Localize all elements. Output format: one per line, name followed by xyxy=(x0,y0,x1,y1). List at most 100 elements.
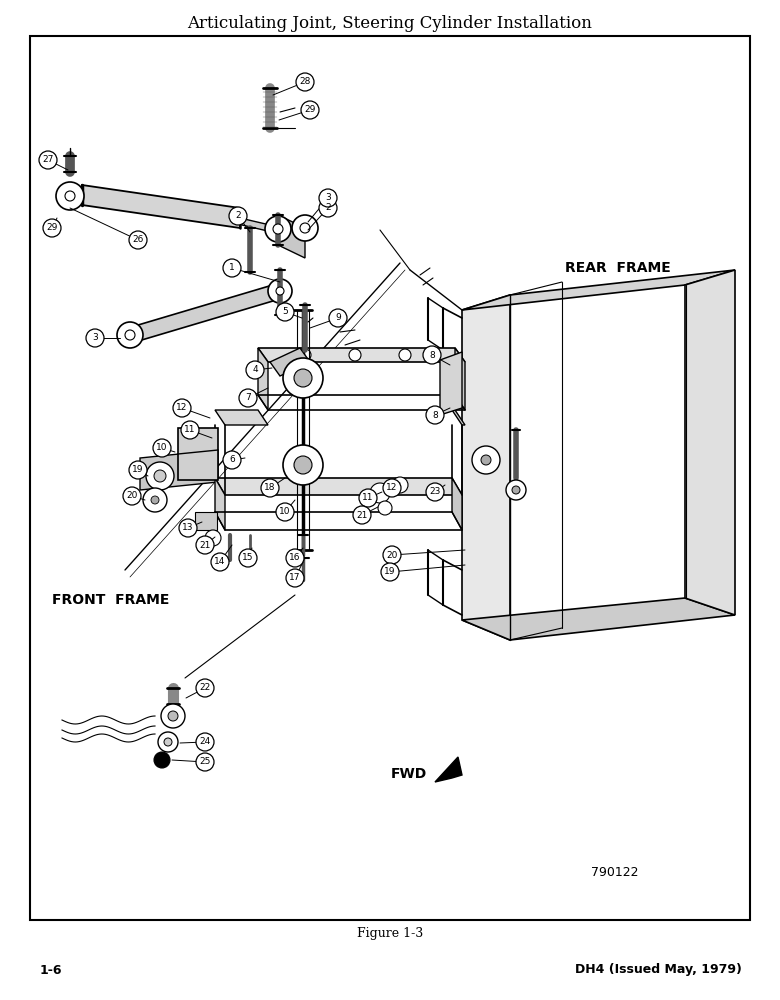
Circle shape xyxy=(481,455,491,465)
Circle shape xyxy=(196,536,214,554)
Text: Articulating Joint, Steering Cylinder Installation: Articulating Joint, Steering Cylinder In… xyxy=(187,14,593,31)
Circle shape xyxy=(143,488,167,512)
Circle shape xyxy=(349,349,361,361)
Circle shape xyxy=(161,704,185,728)
Text: 16: 16 xyxy=(289,554,301,562)
Circle shape xyxy=(301,101,319,119)
Circle shape xyxy=(164,738,172,746)
Text: 23: 23 xyxy=(429,488,441,496)
Text: 24: 24 xyxy=(200,738,211,746)
Circle shape xyxy=(123,487,141,505)
Circle shape xyxy=(43,219,61,237)
Text: REAR  FRAME: REAR FRAME xyxy=(565,261,671,275)
Circle shape xyxy=(296,73,314,91)
Bar xyxy=(195,512,217,530)
Polygon shape xyxy=(452,410,465,425)
Circle shape xyxy=(292,215,318,241)
Circle shape xyxy=(125,330,135,340)
Circle shape xyxy=(370,483,390,503)
Polygon shape xyxy=(82,185,240,228)
Text: FWD: FWD xyxy=(391,767,427,781)
Circle shape xyxy=(261,479,279,497)
Circle shape xyxy=(273,224,283,234)
Text: 11: 11 xyxy=(362,493,374,502)
Polygon shape xyxy=(215,410,268,425)
Circle shape xyxy=(65,191,75,201)
Polygon shape xyxy=(462,295,510,640)
Text: 27: 27 xyxy=(42,155,54,164)
Circle shape xyxy=(299,349,311,361)
Text: 20: 20 xyxy=(126,491,138,500)
Circle shape xyxy=(353,506,371,524)
Text: 5: 5 xyxy=(282,308,288,316)
Text: 21: 21 xyxy=(356,510,367,520)
Circle shape xyxy=(168,711,178,721)
Circle shape xyxy=(472,446,500,474)
Circle shape xyxy=(276,303,294,321)
Text: 25: 25 xyxy=(200,758,211,766)
Text: 10: 10 xyxy=(156,444,168,452)
Circle shape xyxy=(158,732,178,752)
Circle shape xyxy=(211,553,229,571)
Circle shape xyxy=(196,679,214,697)
Text: 19: 19 xyxy=(385,568,395,576)
Text: 18: 18 xyxy=(264,484,276,492)
Circle shape xyxy=(283,445,323,485)
Circle shape xyxy=(276,503,294,521)
Polygon shape xyxy=(685,270,735,615)
Circle shape xyxy=(239,389,257,407)
Text: 1: 1 xyxy=(229,263,235,272)
Circle shape xyxy=(329,309,347,327)
Circle shape xyxy=(294,456,312,474)
Circle shape xyxy=(117,322,143,348)
Polygon shape xyxy=(178,428,218,480)
Circle shape xyxy=(399,349,411,361)
Text: 9: 9 xyxy=(335,314,341,322)
Polygon shape xyxy=(452,478,462,530)
Circle shape xyxy=(283,358,323,398)
Text: 1-6: 1-6 xyxy=(40,964,62,976)
Circle shape xyxy=(392,477,408,493)
Text: 10: 10 xyxy=(279,508,291,516)
Text: 8: 8 xyxy=(429,351,435,360)
Circle shape xyxy=(196,733,214,751)
Circle shape xyxy=(39,151,57,169)
Text: 13: 13 xyxy=(183,524,193,532)
Polygon shape xyxy=(455,348,465,410)
Text: 22: 22 xyxy=(200,684,211,692)
Text: 8: 8 xyxy=(432,410,438,420)
Circle shape xyxy=(179,519,197,537)
Polygon shape xyxy=(140,450,218,490)
Polygon shape xyxy=(278,215,305,258)
Text: 6: 6 xyxy=(229,456,235,464)
Circle shape xyxy=(146,462,174,490)
Circle shape xyxy=(294,369,312,387)
Circle shape xyxy=(239,549,257,567)
Circle shape xyxy=(319,199,337,217)
Text: 2: 2 xyxy=(325,204,331,213)
Circle shape xyxy=(129,461,147,479)
Polygon shape xyxy=(128,284,283,342)
Text: FRONT  FRAME: FRONT FRAME xyxy=(52,593,169,607)
Circle shape xyxy=(383,479,401,497)
Circle shape xyxy=(86,329,104,347)
Circle shape xyxy=(246,361,264,379)
Circle shape xyxy=(181,421,199,439)
Text: 28: 28 xyxy=(300,78,310,87)
Circle shape xyxy=(359,489,377,507)
Text: 29: 29 xyxy=(304,105,316,114)
Circle shape xyxy=(151,496,159,504)
Text: 21: 21 xyxy=(200,540,211,550)
Polygon shape xyxy=(462,598,735,640)
Circle shape xyxy=(196,753,214,771)
Circle shape xyxy=(426,483,444,501)
Text: 17: 17 xyxy=(289,574,301,582)
Circle shape xyxy=(506,480,526,500)
Polygon shape xyxy=(240,218,272,232)
Text: 12: 12 xyxy=(386,484,398,492)
Text: 14: 14 xyxy=(215,558,225,566)
Circle shape xyxy=(265,216,291,242)
Circle shape xyxy=(153,439,171,457)
Polygon shape xyxy=(215,478,225,530)
Circle shape xyxy=(381,563,399,581)
